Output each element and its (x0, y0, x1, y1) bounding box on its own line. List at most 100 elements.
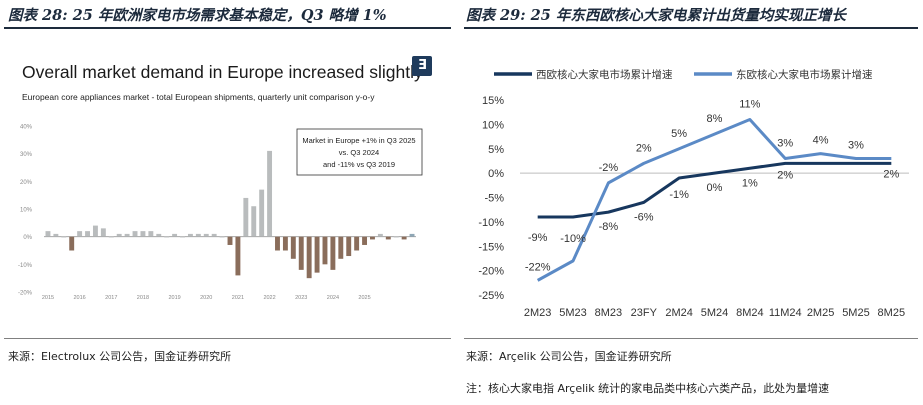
bar-25 (235, 236, 241, 276)
bar-31 (282, 236, 288, 251)
x-tick-label: 2019 (168, 295, 180, 301)
west-data-label: -10% (560, 233, 586, 245)
west-data-label: 0% (707, 182, 723, 194)
x-tick-label: 11M24 (769, 307, 802, 319)
right-source-rule (464, 338, 918, 339)
series-line-2 (536, 118, 892, 282)
y-tick-label: 30% (20, 152, 33, 158)
bar-1 (45, 231, 51, 237)
y-tick-label: 0% (23, 235, 32, 241)
bar-33 (298, 236, 304, 270)
bar-38 (338, 236, 344, 259)
x-tick-label: 2015 (42, 295, 54, 301)
x-tick-label: 2M23 (524, 307, 552, 319)
x-tick-label: 2023 (295, 295, 307, 301)
y-tick-label: 5% (488, 144, 504, 156)
bar-5 (77, 231, 83, 237)
legend-label-2: 东欧核心大家电市场累计增速 (736, 68, 873, 81)
bar-16 (164, 236, 170, 238)
left-figure-title: 图表 28: 25 年欧洲家电市场需求基本稳定，Q3 略增 1% (8, 7, 387, 24)
y-tick-label: -10% (18, 263, 33, 269)
series-line-1 (537, 161, 892, 219)
east-data-label: -2% (599, 162, 619, 174)
y-tick-label: 40% (20, 125, 33, 131)
bar-3 (61, 236, 67, 238)
y-tick-label: -25% (478, 290, 504, 302)
bar-42 (370, 236, 375, 240)
europe-market-chart-panel: Overall market demand in Europe increase… (6, 44, 452, 336)
x-tick-label: 2020 (200, 295, 212, 301)
east-data-label: 4% (813, 135, 829, 147)
bar-20 (195, 233, 201, 237)
bar-18 (180, 236, 185, 238)
bar-15 (156, 233, 162, 237)
x-tick-label: 8M24 (736, 307, 764, 319)
west-data-label: 2% (883, 168, 899, 180)
y-tick-label: -10% (478, 217, 504, 229)
bar-36 (322, 236, 328, 265)
right-title-rule (464, 27, 918, 29)
east-data-label: 11% (739, 99, 760, 111)
x-tick-label: 2024 (327, 295, 339, 301)
x-tick-label: 8M25 (878, 307, 906, 319)
left-source-rule (4, 338, 451, 339)
bar-45 (393, 236, 399, 238)
annotation-line-2: vs. Q3 2024 (339, 148, 379, 157)
west-data-label: -6% (634, 211, 654, 223)
chart-subtitle: European core appliances market - total … (22, 92, 375, 102)
west-data-label: 2% (777, 169, 793, 181)
left-title-rule (4, 27, 451, 29)
west-data-label: -1% (669, 189, 689, 201)
bar-chart-svg: 40% 30% 20% 10% 0% -10% -20% 2015 2016 2017 2018 20… (18, 125, 423, 301)
x-tick-label: 8M23 (595, 307, 623, 319)
y-tick-label: 10% (482, 119, 504, 131)
bar-6 (85, 231, 90, 237)
y-tick-label: -20% (478, 266, 504, 278)
x-tick-label: 2M25 (807, 307, 835, 319)
x-tick-label: 5M25 (842, 307, 870, 319)
east-data-label: 8% (707, 113, 723, 125)
x-tick-label: 2M24 (665, 307, 693, 319)
bar-8 (100, 228, 106, 237)
x-tick-label: 2017 (105, 295, 117, 301)
east-data-label: 3% (848, 140, 864, 152)
bar-24 (227, 236, 233, 245)
x-tick-label: 2022 (263, 295, 275, 301)
bar-35 (314, 236, 320, 273)
chart-annotation: Market in Europe +1% in Q3 2025 vs. Q3 2… (296, 128, 423, 176)
y-tick-label: -5% (484, 193, 504, 205)
y-tick-label: 10% (20, 208, 33, 214)
bar-2 (53, 233, 59, 237)
line-chart-svg: 西欧核心大家电市场累计增速 东欧核心大家电市场累计增速 15% 10% 5% 0% -5%… (478, 68, 909, 319)
right-note: 注：核心大家电指 Arçelik 统计的家电品类中核心六类产品，此处为量增速 (466, 382, 830, 395)
electrolux-logo-icon: Ǝ (412, 56, 432, 76)
bar-46 (401, 236, 407, 240)
x-tick-label: 2021 (232, 295, 244, 301)
bar-32 (290, 236, 296, 259)
bar-13 (140, 231, 146, 237)
bar-23 (219, 236, 225, 238)
y-tick-label: -20% (18, 291, 33, 297)
bar-39 (346, 236, 352, 257)
bar-10 (116, 233, 122, 237)
annotation-line-1: Market in Europe +1% in Q3 2025 (302, 136, 415, 145)
x-tick-label: 5M23 (559, 307, 587, 319)
east-data-label: 2% (636, 142, 652, 154)
x-tick-label: 23FY (631, 307, 658, 319)
west-data-label: 1% (742, 177, 758, 189)
bar-44 (385, 236, 391, 240)
x-tick-label: 5M24 (701, 307, 729, 319)
bar-19 (187, 233, 193, 237)
y-tick-label: 15% (482, 95, 504, 107)
x-tick-label: 2016 (73, 295, 85, 301)
bar-14 (148, 231, 154, 237)
y-tick-label: 0% (488, 168, 504, 180)
east-data-label: -22% (525, 261, 551, 273)
right-source: 来源：Arçelik 公司公告，国金证券研究所 (466, 350, 672, 363)
x-tick-label: 2018 (137, 295, 149, 301)
bar-9 (108, 236, 114, 238)
bar-7 (92, 225, 98, 237)
left-source: 来源：Electrolux 公司公告，国金证券研究所 (8, 350, 232, 363)
bar-29 (267, 150, 273, 237)
bar-21 (203, 233, 209, 237)
